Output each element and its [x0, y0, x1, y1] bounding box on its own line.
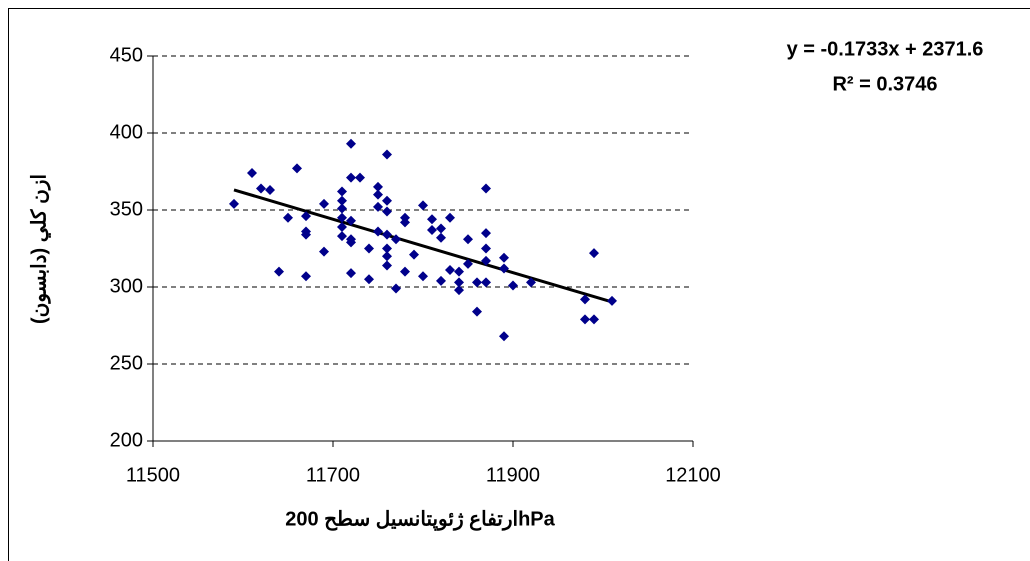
- point: [463, 258, 473, 269]
- y-axis-label: ازن کلي (دابسون): [28, 174, 51, 324]
- point: [256, 183, 266, 194]
- point: [364, 243, 374, 254]
- point: [580, 314, 590, 325]
- point: [346, 237, 356, 248]
- point: [283, 212, 293, 223]
- point: [364, 274, 374, 285]
- trendline: [233, 188, 613, 304]
- point: [463, 234, 473, 245]
- point: [382, 243, 392, 254]
- point: [454, 266, 464, 277]
- y-tick-label: 200: [110, 429, 143, 451]
- point: [292, 163, 302, 174]
- point: [382, 149, 392, 160]
- point: [346, 138, 356, 149]
- point: [382, 260, 392, 271]
- point: [481, 183, 491, 194]
- point: [337, 221, 347, 232]
- point: [454, 285, 464, 296]
- point: [382, 195, 392, 206]
- point: [436, 275, 446, 286]
- point: [355, 172, 365, 183]
- point: [472, 277, 482, 288]
- point: [526, 277, 536, 288]
- point: [346, 268, 356, 279]
- point: [373, 226, 383, 237]
- y-tick-label: 400: [110, 121, 143, 143]
- trend-equation: y = -0.1733x + 2371.6: [787, 38, 984, 60]
- x-tick-label: 11500: [126, 464, 180, 486]
- point: [499, 263, 509, 274]
- point: [373, 181, 383, 192]
- point: [427, 225, 437, 236]
- point: [481, 277, 491, 288]
- point: [427, 214, 437, 225]
- point: [409, 249, 419, 260]
- x-tick-label: 11700: [306, 464, 360, 486]
- x-axis-label: ارتفاع ژئوپتانسيل سطح 200hPa: [285, 508, 555, 531]
- point: [445, 212, 455, 223]
- point: [373, 189, 383, 200]
- point: [319, 246, 329, 257]
- point: [391, 283, 401, 294]
- point: [274, 266, 284, 277]
- point: [472, 306, 482, 317]
- x-tick-label: 12100: [665, 464, 721, 486]
- point: [346, 172, 356, 183]
- point: [400, 266, 410, 277]
- chart-frame: [8, 8, 1030, 561]
- point: [454, 277, 464, 288]
- point: [382, 206, 392, 217]
- y-tick-label: 300: [110, 275, 143, 297]
- point: [229, 198, 239, 209]
- y-tick-label: 250: [110, 352, 143, 374]
- point: [436, 232, 446, 243]
- point: [418, 200, 428, 211]
- point: [301, 229, 311, 240]
- point: [481, 255, 491, 266]
- point: [337, 231, 347, 242]
- y-tick-label: 350: [110, 198, 143, 220]
- point: [589, 248, 599, 259]
- point: [337, 195, 347, 206]
- point: [580, 294, 590, 305]
- point: [247, 168, 257, 179]
- point: [436, 223, 446, 234]
- point: [337, 186, 347, 197]
- point: [319, 198, 329, 209]
- x-tick-label: 11900: [486, 464, 540, 486]
- point: [382, 229, 392, 240]
- point: [346, 215, 356, 226]
- trend-r2: R² = 0.3746: [832, 73, 937, 95]
- point: [445, 265, 455, 276]
- point: [499, 331, 509, 342]
- point: [508, 280, 518, 291]
- point: [391, 234, 401, 245]
- point: [400, 217, 410, 228]
- point: [337, 203, 347, 214]
- point: [265, 184, 275, 195]
- y-tick-label: 450: [110, 44, 143, 66]
- point: [481, 243, 491, 254]
- point: [301, 271, 311, 282]
- point: [382, 251, 392, 262]
- point: [481, 228, 491, 239]
- point: [607, 295, 617, 306]
- point: [499, 252, 509, 263]
- point: [589, 314, 599, 325]
- point: [418, 271, 428, 282]
- point: [301, 211, 311, 222]
- point: [337, 212, 347, 223]
- point: [373, 201, 383, 212]
